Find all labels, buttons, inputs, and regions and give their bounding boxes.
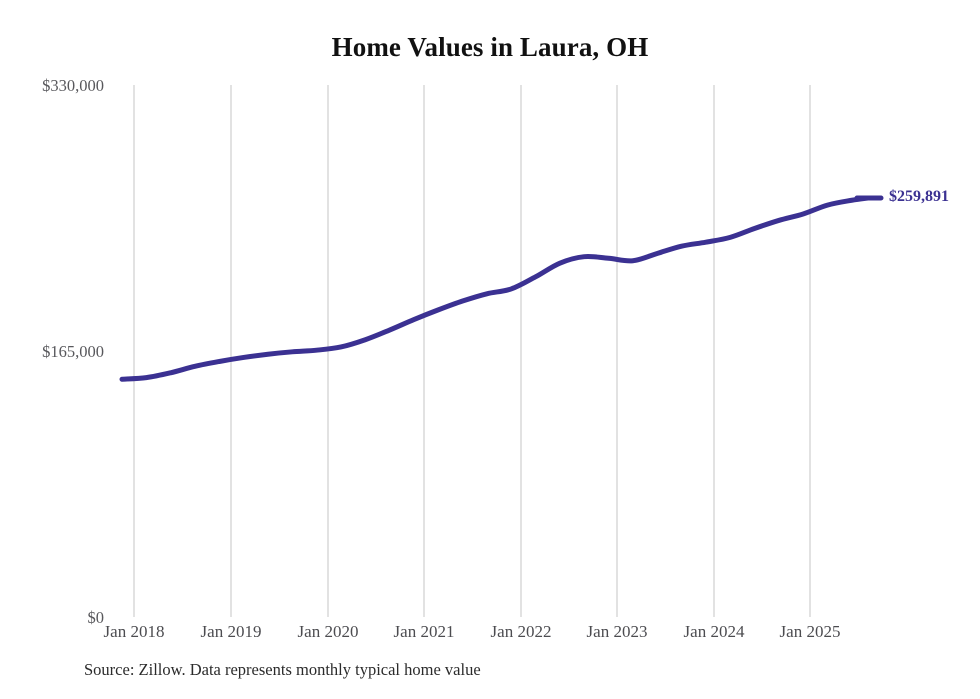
y-tick-label-0: $0 xyxy=(87,608,105,627)
x-tick-label-jan-2022: Jan 2022 xyxy=(490,622,552,641)
value-line-series xyxy=(119,195,871,382)
series-end-value-label: $259,891 xyxy=(889,188,949,206)
x-tick-label-jan-2020: Jan 2020 xyxy=(297,622,359,641)
x-tick-label-jan-2018: Jan 2018 xyxy=(103,622,165,641)
x-tick-label-jan-2024: Jan 2024 xyxy=(683,622,745,641)
x-tick-label-jan-2019: Jan 2019 xyxy=(200,622,262,641)
y-tick-label-165000: $165,000 xyxy=(42,342,104,361)
x-tick-label-jan-2021: Jan 2021 xyxy=(393,622,455,641)
x-tick-label-jan-2023: Jan 2023 xyxy=(586,622,648,641)
x-tick-label-jan-2025: Jan 2025 xyxy=(779,622,841,641)
y-tick-label-330000: $330,000 xyxy=(42,76,104,95)
chart-title: Home Values in Laura, OH xyxy=(331,32,649,62)
source-note: Source: Zillow. Data represents monthly … xyxy=(84,660,481,679)
gridlines xyxy=(133,85,811,617)
